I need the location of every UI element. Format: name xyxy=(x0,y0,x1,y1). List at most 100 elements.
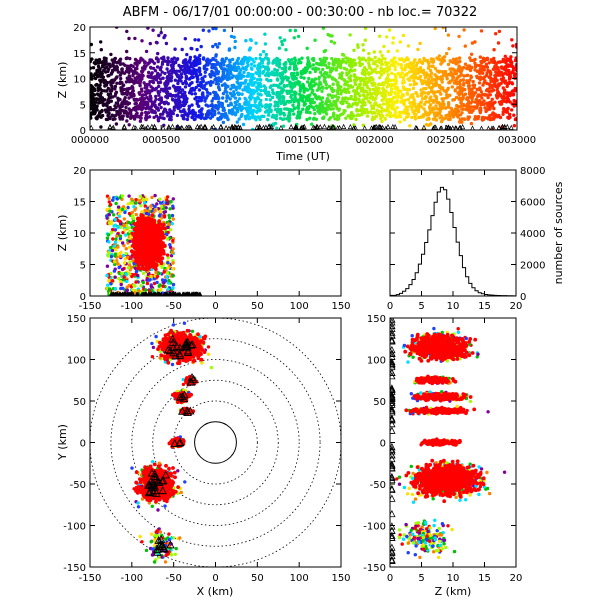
x-height-points xyxy=(105,193,203,296)
time-height-point xyxy=(213,112,217,116)
time-height-point xyxy=(98,83,102,87)
time-height-point xyxy=(196,38,201,42)
time-height-point xyxy=(154,94,158,99)
x-height-point xyxy=(162,281,166,285)
time-height-point xyxy=(276,107,280,112)
time-height-point xyxy=(296,113,300,117)
time-height-point xyxy=(138,97,143,101)
time-height-point xyxy=(462,74,466,78)
time-height-point xyxy=(96,61,100,65)
time-height-point xyxy=(462,117,466,121)
time-height-point xyxy=(509,62,514,66)
time-height-point xyxy=(469,66,473,70)
x-height-point xyxy=(134,212,138,217)
time-height-point xyxy=(125,49,129,54)
time-height-point xyxy=(313,77,318,81)
x-height-point xyxy=(146,212,151,217)
time-height-point xyxy=(473,61,477,65)
x-height-point xyxy=(128,239,132,243)
time-height-point xyxy=(191,71,196,76)
time-height-point xyxy=(277,46,282,50)
time-height-point xyxy=(503,54,507,58)
time-height-point xyxy=(432,111,436,115)
time-height-point xyxy=(133,36,137,41)
time-height-point xyxy=(189,87,194,91)
time-height-point xyxy=(444,72,448,76)
time-height-point xyxy=(301,107,305,111)
x-height-point xyxy=(149,274,153,278)
time-height-point xyxy=(191,61,195,65)
time-height-point xyxy=(154,86,159,91)
time-height-point xyxy=(197,66,201,70)
time-height-point xyxy=(267,61,271,65)
time-height-point xyxy=(360,112,364,117)
time-height-point xyxy=(236,56,241,61)
time-height-point xyxy=(333,117,337,121)
time-height-point xyxy=(140,107,144,112)
time-height-point xyxy=(381,88,386,92)
time-height-point xyxy=(256,96,260,101)
time-height-point xyxy=(157,81,161,85)
time-height-point xyxy=(448,110,452,114)
time-height-point xyxy=(377,82,381,86)
time-height-point xyxy=(268,85,272,90)
ground-strike-marker xyxy=(470,125,475,130)
time-height-point xyxy=(469,105,473,109)
time-height-point xyxy=(107,116,112,120)
time-height-point xyxy=(379,73,384,77)
time-height-point xyxy=(412,98,416,102)
time-height-point xyxy=(501,80,505,84)
time-height-point xyxy=(502,107,506,111)
time-height-point xyxy=(433,94,437,98)
time-height-point xyxy=(336,91,340,96)
time-height-point xyxy=(145,115,149,120)
time-height-point xyxy=(104,70,108,74)
x-height-point xyxy=(165,198,169,202)
time-height-point xyxy=(327,105,331,109)
time-height-point xyxy=(264,97,268,102)
time-height-point xyxy=(485,81,489,86)
time-height-point xyxy=(247,117,251,121)
time-height-point xyxy=(198,72,203,77)
time-height-point xyxy=(433,27,437,31)
time-height-point xyxy=(317,104,321,108)
time-height-point xyxy=(501,86,505,90)
time-height-point xyxy=(375,87,379,91)
time-height-point xyxy=(389,90,394,94)
x-height-point xyxy=(171,239,175,243)
time-height-point xyxy=(473,57,477,62)
time-height-point xyxy=(151,102,155,107)
time-height-point xyxy=(195,58,199,62)
time-height-point xyxy=(346,105,350,109)
x-height-point xyxy=(115,234,119,238)
time-height-point xyxy=(364,58,368,63)
x-height-point xyxy=(114,201,118,206)
time-height-point xyxy=(469,58,473,63)
time-height-point xyxy=(229,101,233,105)
time-height-point xyxy=(485,56,490,60)
time-height-point xyxy=(143,61,147,65)
x-height-point xyxy=(157,271,161,275)
time-height-point xyxy=(100,88,104,93)
time-height-point xyxy=(505,107,510,112)
x-height-point xyxy=(129,285,134,289)
time-height-point xyxy=(181,81,185,86)
time-height-point xyxy=(375,70,379,75)
time-height-point xyxy=(111,117,115,122)
ground-strike-marker xyxy=(298,125,304,130)
time-height-point xyxy=(203,74,207,79)
time-height-point xyxy=(380,53,384,58)
x-height-point xyxy=(140,210,144,214)
time-height-point xyxy=(435,56,439,60)
time-height-point xyxy=(498,115,503,120)
time-height-point xyxy=(133,102,137,106)
time-height-point xyxy=(203,83,207,88)
time-height-x-tick-label: 003000 xyxy=(498,135,536,146)
time-height-point xyxy=(390,71,394,75)
time-height-point xyxy=(446,33,451,37)
time-height-point xyxy=(411,86,416,91)
time-height-point xyxy=(356,43,360,47)
time-height-point xyxy=(171,111,175,116)
time-height-point xyxy=(369,57,373,62)
time-height-point xyxy=(389,84,393,88)
